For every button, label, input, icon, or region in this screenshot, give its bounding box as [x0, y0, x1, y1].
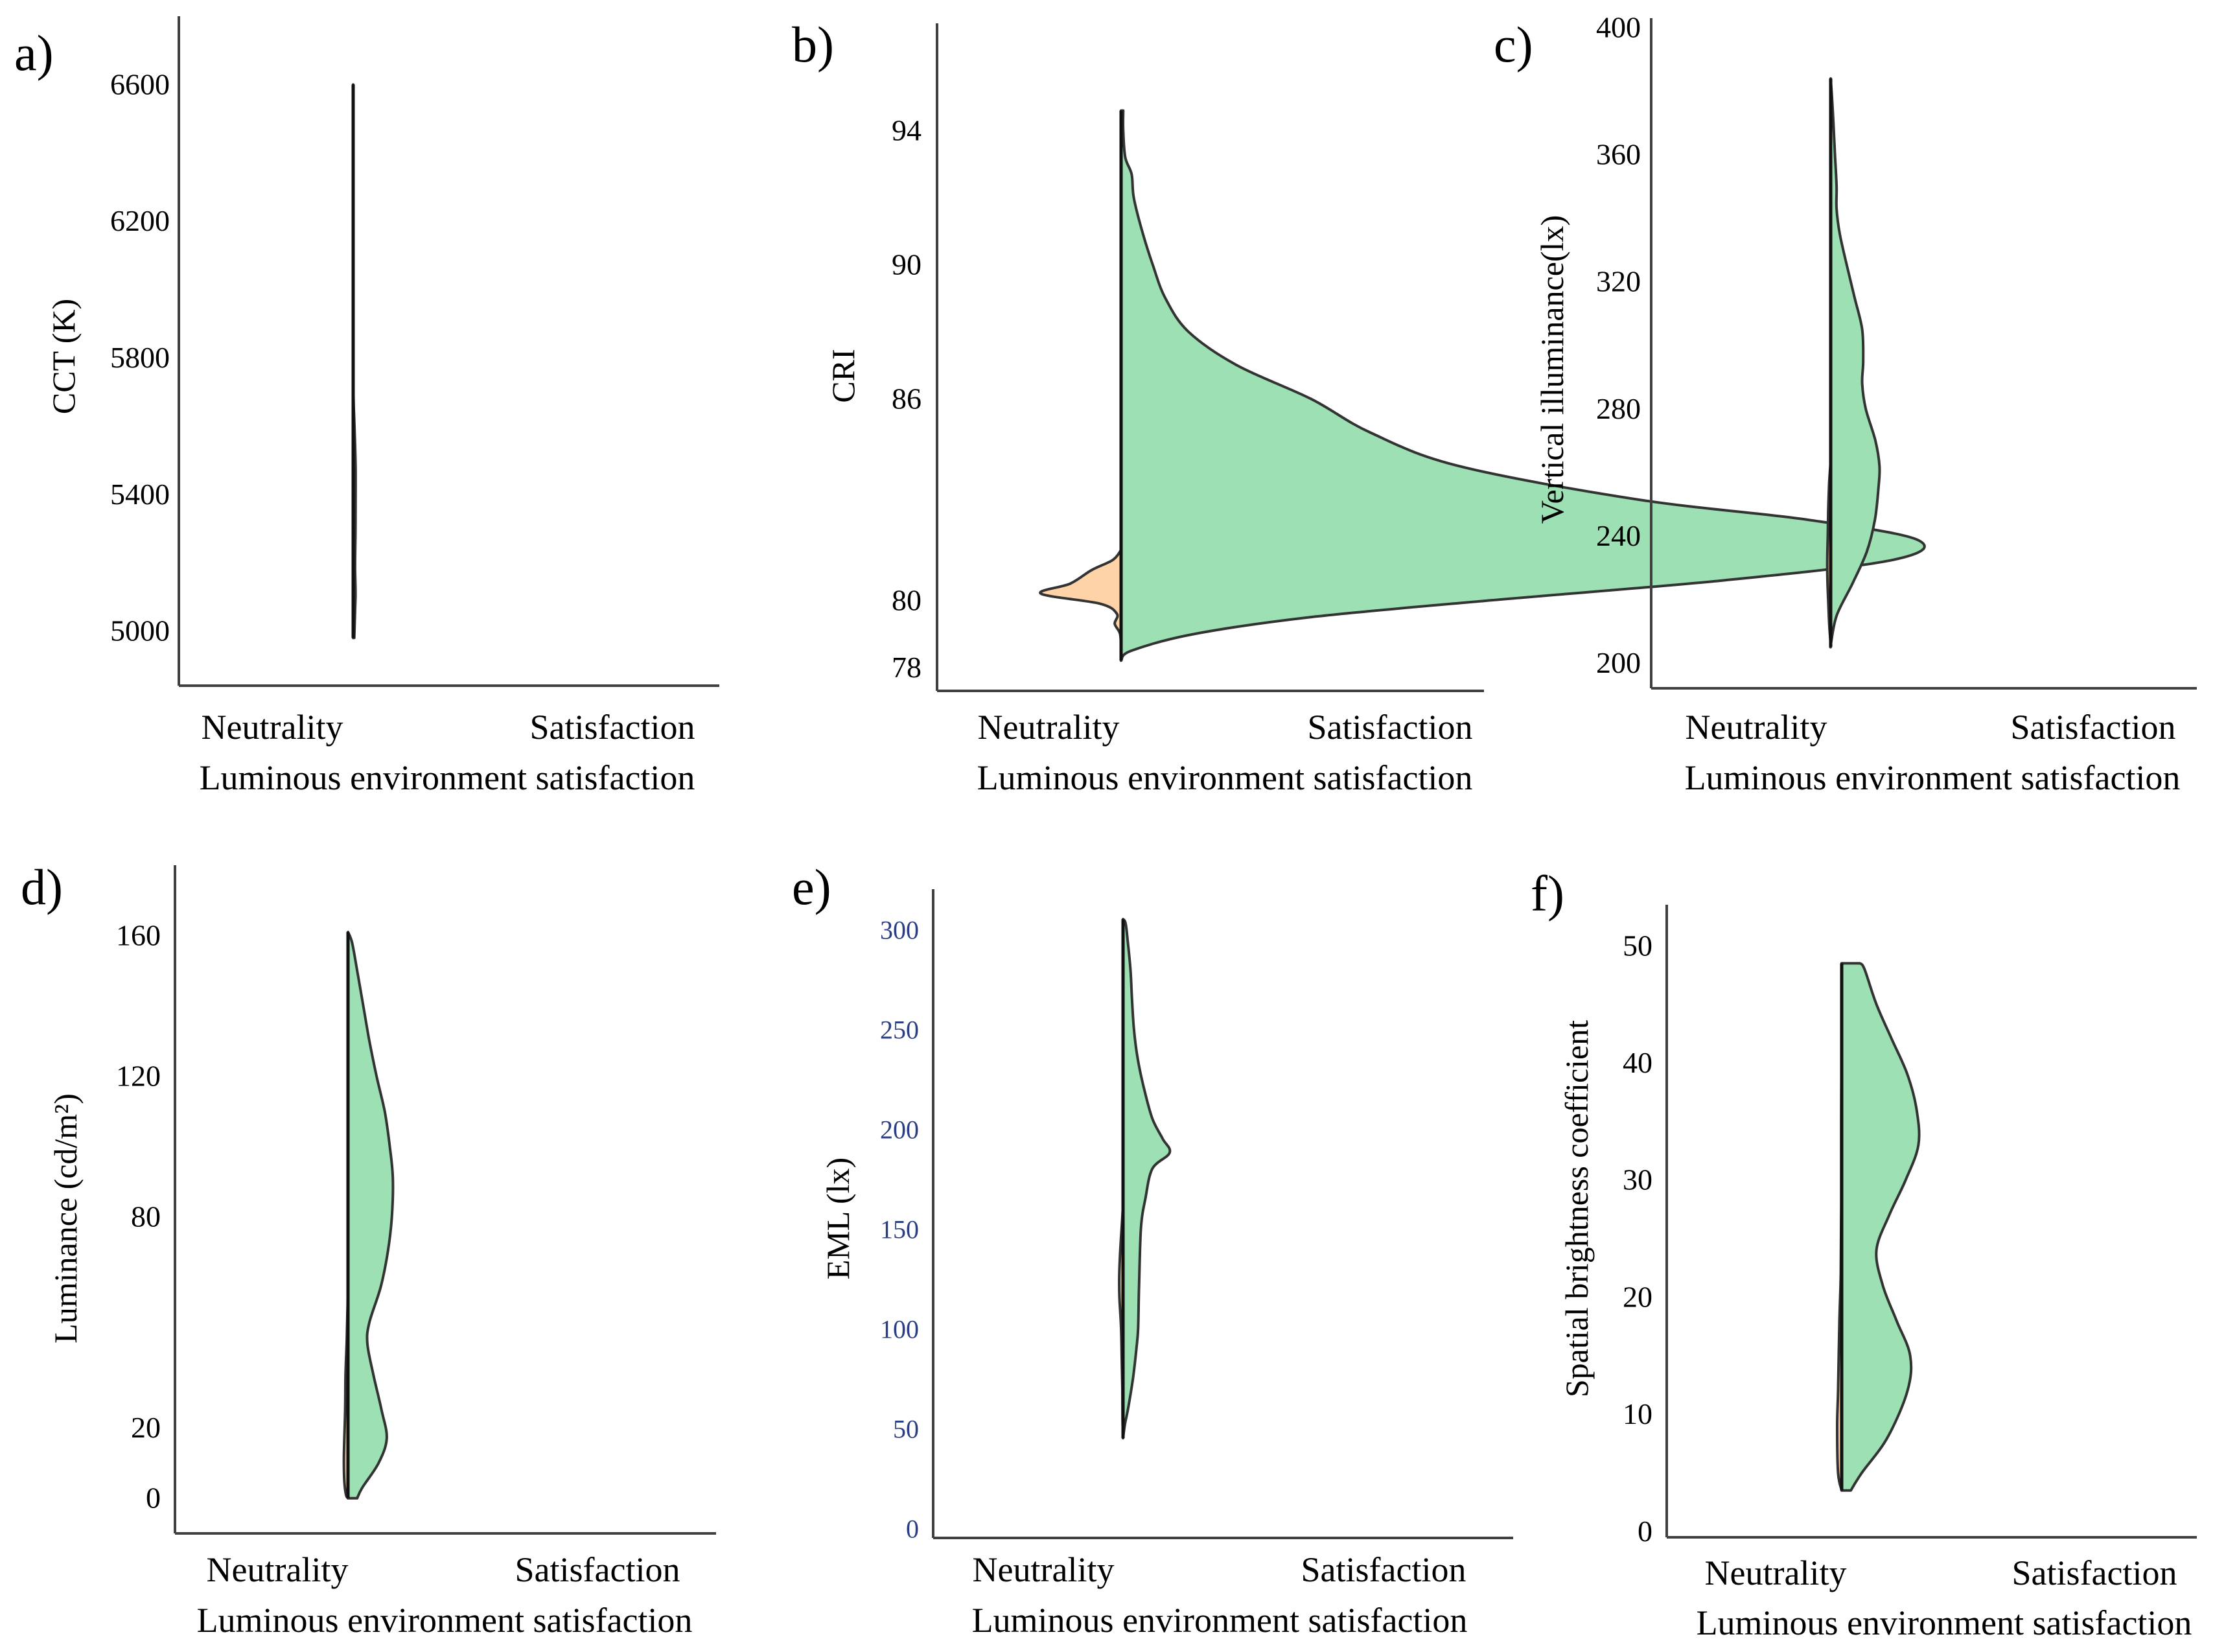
y-tick-label: 40	[1623, 1046, 1652, 1079]
category-label-neutrality-d: Neutrality	[207, 1550, 349, 1589]
y-tick-label: 6600	[110, 67, 170, 100]
y-tick-label: 150	[880, 1215, 919, 1244]
category-label-neutrality-e: Neutrality	[973, 1550, 1115, 1589]
category-label-satisfaction-a: Satisfaction	[530, 708, 695, 747]
y-ticks-a: 5000 5400 5800 6200 6600	[110, 67, 170, 647]
violins-b	[1039, 109, 1926, 662]
y-tick-label: 360	[1596, 138, 1641, 171]
y-tick-label: 240	[1596, 519, 1641, 552]
panel-c: c) 200 240 280 320 360 400 Vertical illuminan…	[1494, 11, 2197, 797]
violin-satisfaction	[1120, 109, 1926, 662]
x-axis-title-a: Luminous environment satisfaction	[200, 758, 695, 797]
panel-label-c: c)	[1494, 16, 1533, 73]
violin-satisfaction	[1829, 77, 1881, 649]
violins-e	[1118, 918, 1172, 1439]
y-axis-title-c: Vertical illuminance(lx)	[1534, 215, 1570, 524]
y-axis-title-d: Luminance (cd/m²)	[47, 1093, 84, 1344]
panel-label-a: a)	[14, 25, 54, 81]
y-tick-label: 250	[880, 1016, 919, 1045]
y-tick-label: 78	[892, 651, 921, 684]
y-axis-title-e: EML (lx)	[820, 1158, 856, 1279]
y-tick-label: 5800	[110, 341, 170, 374]
y-tick-label: 86	[892, 382, 921, 415]
y-tick-label: 300	[880, 916, 919, 945]
y-ticks-f: 0 10 20 30 40 50	[1623, 929, 1652, 1548]
violin-satisfaction	[1122, 918, 1172, 1439]
panel-f: f) 0 10 20 30 40 50 Spatial brightness coeffi…	[1531, 865, 2197, 1642]
x-axis-title-e: Luminous environment satisfaction	[972, 1601, 1468, 1640]
x-axis-title-d: Luminous environment satisfaction	[197, 1601, 693, 1640]
y-tick-label: 0	[1638, 1515, 1652, 1548]
violin-satisfaction	[1840, 962, 1921, 1492]
category-label-satisfaction-b: Satisfaction	[1308, 708, 1473, 747]
category-label-satisfaction-f: Satisfaction	[2012, 1553, 2177, 1592]
panel-label-d: d)	[21, 859, 63, 915]
y-tick-label: 80	[131, 1200, 161, 1233]
y-tick-label: 20	[131, 1411, 161, 1444]
x-axis-title-c: Luminous environment satisfaction	[1685, 758, 2181, 797]
x-axis-title-f: Luminous environment satisfaction	[1697, 1603, 2192, 1642]
x-axis-title-b: Luminous environment satisfaction	[977, 758, 1473, 797]
y-ticks-e: 0 50 100 150 200 250 300	[880, 916, 919, 1544]
y-ticks-d: 0 20 80 120 160	[116, 919, 161, 1515]
category-label-satisfaction-c: Satisfaction	[2011, 708, 2176, 747]
category-label-neutrality-a: Neutrality	[202, 708, 343, 747]
y-axis-title-a: CCT (K)	[45, 299, 82, 414]
y-tick-label: 6200	[110, 204, 170, 237]
category-label-neutrality-b: Neutrality	[978, 708, 1120, 747]
y-tick-label: 50	[893, 1415, 919, 1444]
panel-d: d) 0 20 80 120 160 Luminance (cd/m²) Neutral…	[21, 859, 716, 1640]
y-tick-label: 94	[892, 114, 921, 147]
category-label-satisfaction-d: Satisfaction	[515, 1550, 680, 1589]
y-tick-label: 10	[1623, 1397, 1652, 1430]
y-tick-label: 30	[1623, 1163, 1652, 1196]
violins-f	[1836, 962, 1921, 1492]
violins-d	[342, 931, 395, 1500]
y-tick-label: 0	[146, 1482, 161, 1515]
y-tick-label: 5000	[110, 614, 170, 647]
y-tick-label: 50	[1623, 929, 1652, 962]
violin-satisfaction	[347, 931, 395, 1500]
y-ticks-b: 78 80 86 90 94	[892, 114, 921, 684]
panel-label-f: f)	[1531, 865, 1564, 922]
y-ticks-c: 200 240 280 320 360 400	[1596, 11, 1641, 679]
y-tick-label: 100	[880, 1315, 919, 1344]
violins-c	[1826, 77, 1881, 649]
y-tick-label: 400	[1596, 11, 1641, 44]
y-tick-label: 280	[1596, 392, 1641, 425]
y-tick-label: 320	[1596, 265, 1641, 298]
panel-label-e: e)	[792, 859, 831, 915]
panel-a: a) 5000 5400 5800 6200 6600 CCT (K) Neutrali…	[14, 16, 719, 797]
y-tick-label: 90	[892, 248, 921, 281]
y-axis-title-f: Spatial brightness coefficient	[1559, 1020, 1595, 1397]
violin-neutrality	[1039, 548, 1122, 652]
y-tick-label: 80	[892, 583, 921, 616]
y-axis-title-b: CRI	[825, 349, 861, 402]
y-tick-label: 200	[1596, 646, 1641, 679]
category-label-neutrality-f: Neutrality	[1705, 1553, 1847, 1592]
y-tick-label: 160	[116, 919, 161, 952]
panel-label-b: b)	[792, 16, 834, 73]
panel-e: e) 0 50 100 150 200 250 300 EML (lx) Neutralit…	[792, 859, 1513, 1640]
y-tick-label: 120	[116, 1060, 161, 1093]
category-label-satisfaction-e: Satisfaction	[1301, 1550, 1466, 1589]
violins-a	[351, 83, 357, 640]
y-tick-label: 0	[906, 1515, 919, 1544]
panel-b: b) 78 80 86 90 94 CRI Neutrality Satisfactio…	[792, 16, 1926, 797]
category-label-neutrality-c: Neutrality	[1686, 708, 1827, 747]
y-tick-label: 20	[1623, 1281, 1652, 1314]
y-tick-label: 5400	[110, 478, 170, 511]
y-tick-label: 200	[880, 1115, 919, 1145]
